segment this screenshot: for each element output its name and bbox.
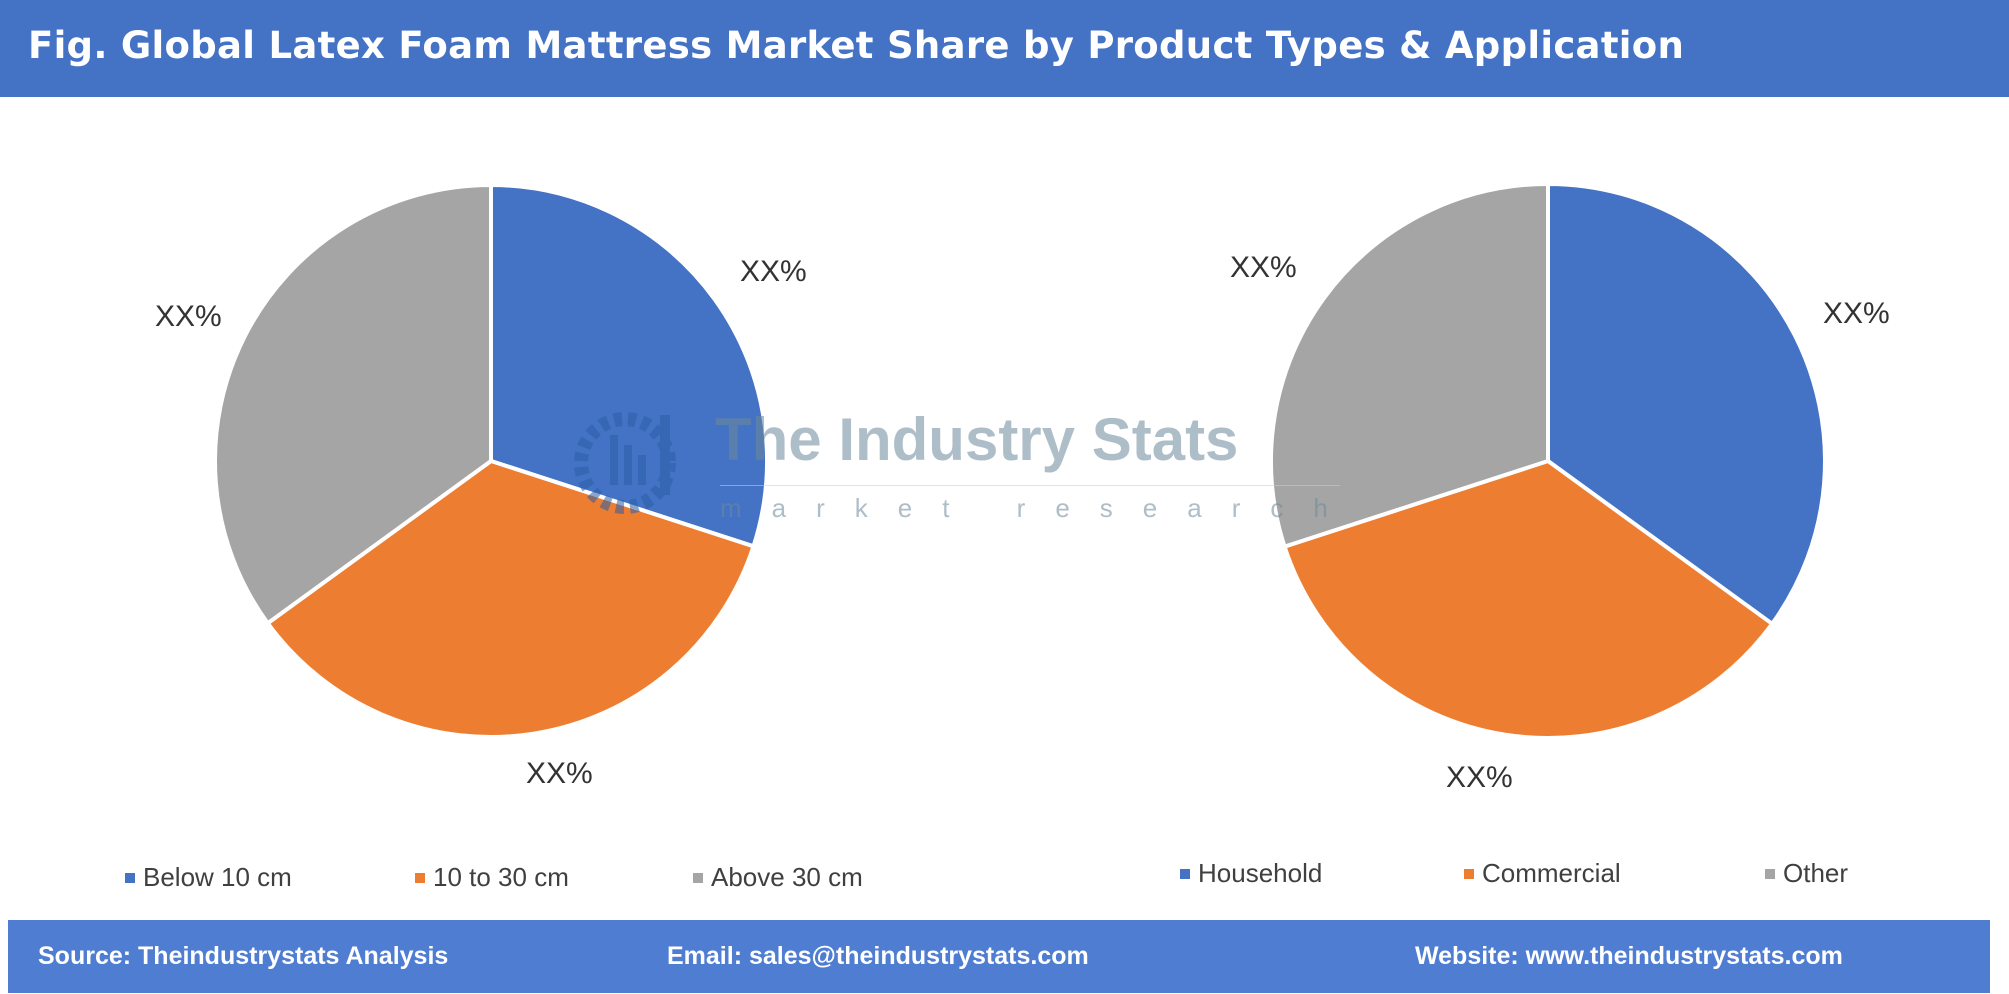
legend-item-below-10cm: Below 10 cm	[125, 862, 292, 893]
legend-swatch	[1765, 868, 1775, 879]
data-label-pie2-1: XX%	[1446, 761, 1513, 794]
data-label-pie2-2: XX%	[1230, 251, 1297, 284]
pie1-slice-10-to-30-cm	[264, 458, 757, 739]
legend-item-commercial: Commercial	[1464, 858, 1621, 889]
footer-bar: Source: Theindustrystats Analysis Email:…	[8, 920, 1990, 993]
footer-website[interactable]: Website: www.theindustrystats.com	[1415, 942, 1843, 970]
data-label-pie2-0: XX%	[1823, 297, 1890, 330]
figure-title: Fig. Global Latex Foam Mattress Market S…	[28, 24, 1685, 67]
data-label-pie1-1: XX%	[526, 757, 593, 790]
legend-swatch	[693, 872, 703, 883]
legend-item-other: Other	[1765, 858, 1848, 889]
legend-item-10-to-30cm: 10 to 30 cm	[415, 862, 569, 893]
footer-email[interactable]: Email: sales@theindustrystats.com	[667, 942, 1089, 970]
legend-swatch	[125, 872, 135, 883]
data-label-pie1-0: XX%	[740, 255, 807, 288]
footer-source: Source: Theindustrystats Analysis	[38, 942, 449, 970]
legend-item-above-30cm: Above 30 cm	[693, 862, 863, 893]
data-label-pie1-2: XX%	[155, 300, 222, 333]
pie2-slice-other	[1269, 181, 1550, 550]
header-banner: Fig. Global Latex Foam Mattress Market S…	[0, 0, 2009, 97]
legend-swatch	[415, 872, 425, 883]
legend-item-household: Household	[1180, 858, 1322, 889]
pie1-slice-below-10-cm	[489, 182, 769, 549]
pie2-slice-commercial	[1282, 458, 1775, 740]
pie1-slice-above-30-cm	[213, 182, 493, 627]
pie2-slice-household	[1546, 181, 1827, 627]
legend-swatch	[1464, 868, 1474, 879]
legend-swatch	[1180, 868, 1190, 879]
